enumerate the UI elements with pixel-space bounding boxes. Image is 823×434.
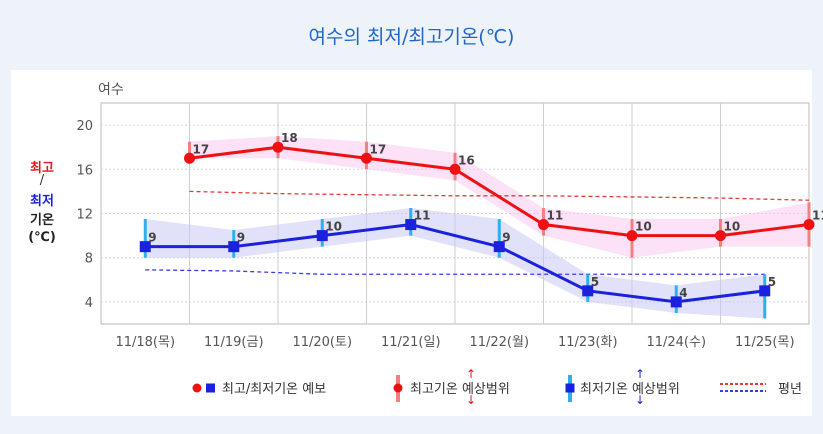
min-temp-label: 9 — [148, 231, 156, 245]
location-label: 여수 — [98, 82, 124, 98]
x-tick-label: 11/22(월) — [469, 335, 529, 350]
y-tick-label: 20 — [76, 119, 93, 134]
ylabel-slash: / — [39, 173, 45, 188]
min-temp-label: 9 — [502, 231, 510, 245]
legend-normal: 평년 — [778, 382, 802, 397]
max-temp-point — [715, 230, 726, 242]
max-temp-label: 10 — [635, 220, 652, 234]
arrow-up-icon: ↑ — [466, 367, 476, 381]
min-temp-label: 5 — [591, 275, 599, 289]
x-tick-label: 11/24(수) — [646, 335, 706, 350]
max-temp-point — [184, 152, 195, 164]
min-temp-point — [759, 285, 771, 297]
max-temp-point — [803, 219, 815, 231]
x-tick-label: 11/19(금) — [204, 335, 264, 350]
page-title: 여수의 최저/최고기온(℃) — [308, 26, 515, 48]
legend-min-range: 최저기온 예상범위 — [580, 382, 680, 397]
min-temp-label: 11 — [414, 209, 431, 223]
min-temp-point — [228, 241, 240, 253]
max-temp-label: 18 — [281, 131, 298, 145]
y-tick-label: 4 — [85, 296, 93, 311]
ylabel-min: 최저 — [30, 194, 54, 209]
max-temp-point — [361, 152, 372, 164]
max-temp-label: 16 — [458, 153, 475, 167]
min-temp-point — [316, 230, 328, 242]
min-temp-point — [405, 219, 417, 231]
y-tick-label: 8 — [85, 252, 93, 267]
max-temp-label: 17 — [193, 142, 210, 156]
max-temp-label: 11 — [812, 209, 823, 223]
x-tick-label: 11/21(일) — [381, 335, 441, 350]
x-tick-label: 11/23(화) — [558, 335, 618, 350]
max-temp-point — [449, 163, 461, 175]
legend-min-marker — [206, 383, 215, 393]
legend-max-range: 최고기온 예상범위 — [410, 382, 510, 397]
min-temp-point — [582, 285, 594, 297]
min-temp-label: 10 — [325, 220, 342, 234]
min-range-band — [145, 207, 765, 319]
ylabel-temp: 기온 — [30, 213, 54, 228]
arrow-down-icon: ↓ — [635, 393, 645, 407]
legend-forecast: 최고/최저기온 예보 — [222, 382, 326, 397]
min-temp-label: 9 — [237, 231, 245, 245]
normal-min-line — [145, 269, 765, 275]
arrow-down-icon: ↓ — [466, 393, 476, 407]
legend-max-marker — [192, 383, 202, 393]
max-temp-line — [189, 145, 810, 238]
max-temp-label: 11 — [547, 209, 564, 223]
max-temp-label: 17 — [370, 142, 387, 156]
min-temp-point — [670, 296, 682, 308]
ylabel-max: 최고 — [30, 161, 54, 176]
legend: 최고/최저기온 예보 ↑ ↓ 최고기온 예상범위 ↑ ↓ 최저기온 예상범위 평… — [192, 367, 802, 407]
min-temp-point — [139, 241, 151, 253]
x-tick-label: 11/20(토) — [292, 335, 352, 350]
arrow-up-icon: ↑ — [635, 367, 645, 381]
x-tick-label: 11/25(목) — [735, 335, 795, 350]
max-temp-point — [538, 219, 549, 231]
min-temp-label: 4 — [679, 286, 687, 300]
legend-min-range-marker — [565, 383, 575, 393]
x-tick-label: 11/18(목) — [115, 335, 175, 350]
max-temp-point — [272, 141, 284, 153]
min-temp-point — [493, 241, 505, 253]
legend-max-range-marker — [393, 383, 403, 393]
max-temp-point — [626, 230, 638, 242]
max-temp-label: 10 — [724, 220, 741, 234]
ylabel-unit: (℃) — [28, 230, 56, 245]
min-temp-line — [145, 223, 765, 304]
y-tick-label: 16 — [76, 163, 93, 178]
y-tick-label: 12 — [76, 208, 93, 223]
min-temp-label: 5 — [768, 275, 776, 289]
